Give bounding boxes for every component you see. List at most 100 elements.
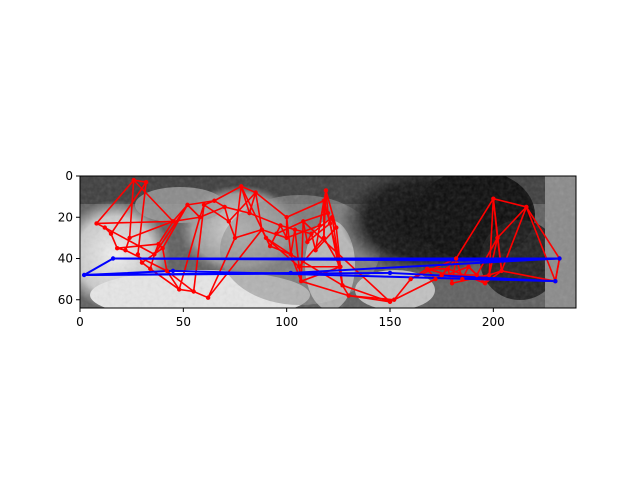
x-tick-label-200: 200 xyxy=(482,315,505,329)
graph-edge-0-7 xyxy=(137,181,147,256)
graph-edge-0-32 xyxy=(279,224,288,239)
graph-node-0-58 xyxy=(425,266,430,272)
graph-edge-0-73 xyxy=(95,220,174,225)
graph-edge-0-74 xyxy=(95,179,135,225)
x-axis-ticks: 0 50 100 150 200 xyxy=(76,308,505,329)
y-axis-ticks: 0 20 40 60 xyxy=(58,169,80,307)
graph-node-0-45 xyxy=(321,198,327,203)
graph-edge-0-35 xyxy=(289,228,296,256)
graph-node-0-71 xyxy=(499,268,504,274)
graph-edge-0-111 xyxy=(306,222,331,243)
graph-edge-0-27 xyxy=(254,191,263,231)
graph-node-0-0 xyxy=(94,221,99,226)
graph-node-0-5 xyxy=(127,235,132,241)
x-tick-label-0: 0 xyxy=(76,315,84,329)
graph-edge-0-79 xyxy=(128,220,174,239)
graph-node-0-20 xyxy=(201,202,207,208)
graph-edge-0-80 xyxy=(132,179,174,223)
graph-node-1-2 xyxy=(170,268,176,274)
graph-node-0-47 xyxy=(323,188,329,193)
graph-node-0-72 xyxy=(524,204,529,210)
graph-node-0-65 xyxy=(466,264,471,269)
graph-node-0-70 xyxy=(495,235,500,241)
graph-node-0-44 xyxy=(317,223,322,228)
axes-frame xyxy=(79,175,577,309)
graph-edge-0-143 xyxy=(484,270,503,285)
graph-node-0-33 xyxy=(278,223,283,228)
graph-edge-0-142 xyxy=(475,237,499,276)
graph-node-0-8 xyxy=(139,260,145,265)
graph-edge-0-22 xyxy=(223,206,230,223)
graph-edge-0-86 xyxy=(172,216,201,223)
graph-node-0-59 xyxy=(433,276,438,282)
graph-node-0-30 xyxy=(263,235,269,241)
graph-edge-0-93 xyxy=(223,206,251,214)
graph-node-1-1 xyxy=(110,256,116,261)
graph-node-0-6 xyxy=(131,177,136,183)
graph-node-0-67 xyxy=(482,281,488,286)
graph-edge-0-87 xyxy=(186,199,216,206)
graph-edge-0-145 xyxy=(492,197,528,208)
x-tick-label-150: 150 xyxy=(379,315,402,329)
graph-node-0-62 xyxy=(449,281,455,286)
graph-edge-0-76 xyxy=(110,181,147,235)
graph-edge-0-16 xyxy=(192,290,209,299)
graph-node-0-3 xyxy=(115,245,120,251)
graph-edge-0-134 xyxy=(426,268,464,280)
graph-node-0-10 xyxy=(148,266,153,272)
graph-node-0-69 xyxy=(491,196,496,201)
graph-node-0-16 xyxy=(177,287,182,292)
graph-edge-0-144 xyxy=(488,237,499,276)
graph-node-0-13 xyxy=(160,245,165,251)
graph-edge-0-139 xyxy=(455,197,495,260)
graph-edge-0-91 xyxy=(207,237,236,299)
graph-edges xyxy=(83,179,561,303)
graph-edge-0-110 xyxy=(302,212,329,223)
graph-nodes xyxy=(81,177,562,305)
graph-edge-0-95 xyxy=(234,228,263,239)
graph-edge-0-15 xyxy=(178,288,195,293)
graph-node-0-54 xyxy=(346,293,351,298)
graph-edge-0-23 xyxy=(228,220,236,239)
graph-node-0-51 xyxy=(334,225,339,230)
graph-edge-0-34 xyxy=(285,216,292,256)
graph-node-0-40 xyxy=(301,219,306,224)
graph-node-0-19 xyxy=(197,215,203,220)
graph-edge-1-5 xyxy=(289,257,561,274)
graph-node-0-11 xyxy=(152,252,157,257)
graph-edge-0-123 xyxy=(207,228,263,299)
graph-node-1-6 xyxy=(387,270,393,276)
graph-node-0-14 xyxy=(164,268,169,274)
graph-edge-0-84 xyxy=(157,220,174,245)
graph-node-0-46 xyxy=(321,235,327,241)
graph-node-0-29 xyxy=(259,227,265,232)
graph-edge-0-131 xyxy=(347,294,395,301)
graph-node-0-21 xyxy=(205,295,211,300)
graph-edge-0-103 xyxy=(279,224,296,231)
graph-edge-0-132 xyxy=(393,278,437,301)
graph-node-0-53 xyxy=(340,283,345,288)
graph-edge-0-77 xyxy=(116,243,160,249)
y-tick-label-40: 40 xyxy=(58,252,73,266)
graph-edge-0-55 xyxy=(393,278,412,301)
graph-node-0-68 xyxy=(487,272,492,278)
graph-node-0-36 xyxy=(288,252,293,257)
graph-node-0-38 xyxy=(296,264,302,269)
graph-edge-1-9 xyxy=(488,257,561,262)
graph-edge-0-36 xyxy=(294,228,300,268)
graph-node-0-17 xyxy=(185,202,190,208)
graph-node-0-42 xyxy=(309,231,314,236)
graph-node-0-64 xyxy=(460,276,465,282)
graph-node-0-7 xyxy=(135,252,141,257)
graph-edge-0-81 xyxy=(141,247,164,264)
graph-node-0-9 xyxy=(143,179,149,185)
graph-edge-0-148 xyxy=(525,206,561,260)
graph-edge-0-146 xyxy=(496,206,528,239)
graph-node-0-2 xyxy=(108,231,114,236)
graph-node-0-43 xyxy=(313,248,318,253)
graph-node-0-50 xyxy=(329,215,335,220)
graph-node-0-55 xyxy=(387,299,393,305)
graph-edge-0-113 xyxy=(314,226,338,252)
graph-edge-1-8 xyxy=(112,257,491,262)
graph-node-0-18 xyxy=(191,289,196,294)
